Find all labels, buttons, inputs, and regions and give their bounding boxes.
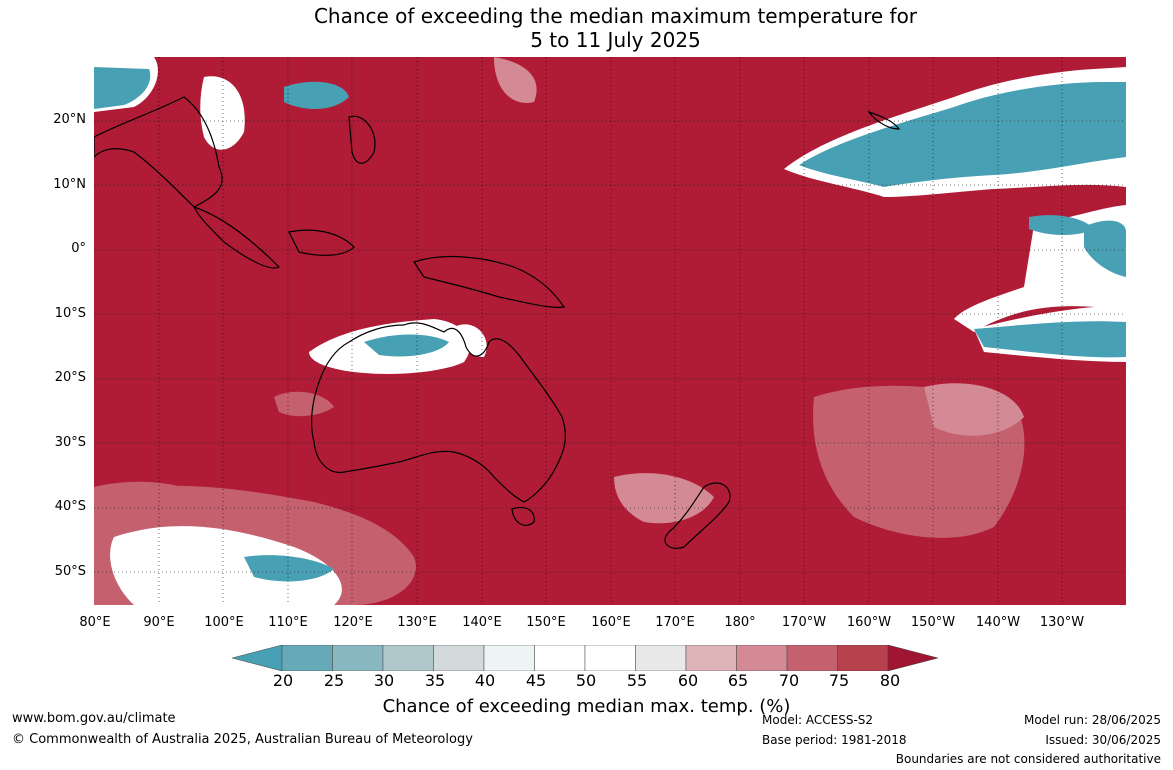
footer-model-run: Model run: 28/06/2025 bbox=[1023, 713, 1161, 727]
lon-label-170e: 170°E bbox=[655, 615, 695, 630]
colorbar-extend-low bbox=[232, 645, 283, 671]
colorbar-swatch bbox=[281, 645, 333, 671]
footer-copyright: © Commonwealth of Australia 2025, Austra… bbox=[12, 732, 473, 747]
lat-label-40s: 40°S bbox=[54, 499, 86, 514]
colorbar-swatch bbox=[736, 645, 788, 671]
lat-label-20n: 20°N bbox=[53, 112, 86, 127]
forecast-map bbox=[94, 57, 1126, 605]
lat-label-50s: 50°S bbox=[54, 564, 86, 579]
colorbar-tick-25: 25 bbox=[323, 671, 345, 690]
colorbar-swatches bbox=[232, 645, 939, 671]
colorbar-tick-75: 75 bbox=[828, 671, 850, 690]
colorbar-label: Chance of exceeding median max. temp. (%… bbox=[382, 696, 791, 717]
lat-label-0: 0° bbox=[71, 241, 86, 256]
lon-label-160e: 160°E bbox=[591, 615, 631, 630]
footer-issued: Issued: 30/06/2025 bbox=[1045, 733, 1161, 747]
hawaii-coastline bbox=[867, 110, 901, 130]
colorbar-swatch bbox=[786, 645, 838, 671]
map-canvas bbox=[94, 57, 1126, 605]
lat-label-30s: 30°S bbox=[54, 435, 86, 450]
colorbar-swatch bbox=[433, 645, 485, 671]
australia-coastline bbox=[310, 322, 566, 503]
colorbar-swatch bbox=[382, 645, 434, 671]
lon-label-160w: 160°W bbox=[846, 615, 892, 630]
lon-label-130w: 130°W bbox=[1039, 615, 1085, 630]
colorbar-tick-50: 50 bbox=[575, 671, 597, 690]
colorbar bbox=[232, 645, 939, 671]
lon-label-100e: 100°E bbox=[204, 615, 244, 630]
lon-label-140e: 140°E bbox=[462, 615, 502, 630]
lon-label-130e: 130°E bbox=[397, 615, 437, 630]
lon-label-90e: 90°E bbox=[143, 615, 175, 630]
footer-url: www.bom.gov.au/climate bbox=[12, 711, 176, 726]
borneo-coastline bbox=[288, 229, 355, 256]
colorbar-tick-35: 35 bbox=[424, 671, 446, 690]
lat-label-10s: 10°S bbox=[54, 306, 86, 321]
lon-label-120e: 120°E bbox=[333, 615, 373, 630]
colorbar-tick-40: 40 bbox=[474, 671, 496, 690]
philippines-coastline bbox=[348, 115, 376, 164]
colorbar-tick-45: 45 bbox=[525, 671, 547, 690]
lon-label-150e: 150°E bbox=[526, 615, 566, 630]
sumatra-coastline bbox=[192, 205, 281, 269]
new-zealand-coastline bbox=[664, 482, 731, 549]
tasmania-coastline bbox=[511, 506, 535, 526]
lat-label-10n: 10°N bbox=[53, 177, 86, 192]
lon-label-110e: 110°E bbox=[268, 615, 308, 630]
footer-model: Model: ACCESS-S2 bbox=[762, 713, 874, 727]
colorbar-tick-80: 80 bbox=[879, 671, 901, 690]
lon-label-140w: 140°W bbox=[975, 615, 1021, 630]
map-title: Chance of exceeding the median maximum t… bbox=[0, 4, 1173, 52]
colorbar-tick-55: 55 bbox=[626, 671, 648, 690]
title-line-2: 5 to 11 July 2025 bbox=[530, 28, 701, 52]
colorbar-tick-70: 70 bbox=[778, 671, 800, 690]
colorbar-swatch bbox=[584, 645, 636, 671]
asia-coastline bbox=[94, 96, 223, 208]
colorbar-tick-65: 65 bbox=[727, 671, 749, 690]
colorbar-swatch bbox=[483, 645, 535, 671]
lon-label-180: 180° bbox=[724, 615, 756, 630]
colorbar-swatch bbox=[534, 645, 586, 671]
footer-base-period: Base period: 1981-2018 bbox=[762, 733, 907, 747]
coastlines bbox=[94, 96, 901, 549]
new-guinea-coastline bbox=[413, 255, 566, 308]
gridlines bbox=[94, 57, 1126, 605]
low-probability-regions bbox=[94, 57, 1126, 605]
lat-label-20s: 20°S bbox=[54, 370, 86, 385]
footer-disclaimer: Boundaries are not considered authoritat… bbox=[895, 752, 1161, 766]
colorbar-extend-high bbox=[887, 645, 939, 671]
colorbar-tick-20: 20 bbox=[272, 671, 294, 690]
colorbar-swatch bbox=[332, 645, 384, 671]
lon-label-80e: 80°E bbox=[79, 615, 111, 630]
lon-label-170w: 170°W bbox=[781, 615, 827, 630]
lon-label-150w: 150°W bbox=[910, 615, 956, 630]
colorbar-swatch bbox=[837, 645, 889, 671]
colorbar-tick-30: 30 bbox=[373, 671, 395, 690]
title-line-1: Chance of exceeding the median maximum t… bbox=[313, 4, 918, 28]
colorbar-swatch bbox=[635, 645, 687, 671]
colorbar-tick-60: 60 bbox=[677, 671, 699, 690]
colorbar-swatch bbox=[685, 645, 737, 671]
